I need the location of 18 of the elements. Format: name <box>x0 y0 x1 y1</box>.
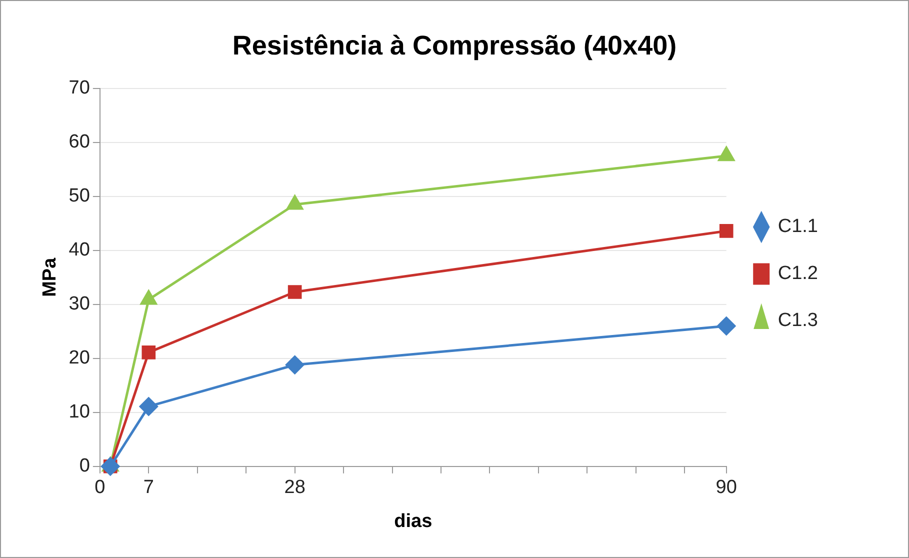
x-tick-label: 90 <box>716 477 737 498</box>
legend-label: C1.1 <box>778 216 818 238</box>
y-axis-title: MPa <box>40 257 61 297</box>
y-tick-label: 40 <box>68 240 90 261</box>
y-tick-label: 50 <box>68 186 90 207</box>
y-tick-label: 10 <box>68 402 90 423</box>
legend-label: C1.3 <box>778 310 818 332</box>
y-tick-label: 30 <box>68 294 90 315</box>
y-tick-label: 60 <box>68 132 90 153</box>
x-tick-label: 7 <box>143 477 154 498</box>
x-tick-label: 0 <box>94 477 106 498</box>
x-tick-label: 28 <box>284 477 306 498</box>
x-axis-title: dias <box>394 510 432 532</box>
y-tick-label: 70 <box>68 78 90 99</box>
legend-label: C1.2 <box>778 263 818 284</box>
chart-title: Resistência à Compressão (40x40) <box>232 30 677 61</box>
y-tick-label: 20 <box>68 348 90 369</box>
y-tick-label: 0 <box>79 456 90 477</box>
